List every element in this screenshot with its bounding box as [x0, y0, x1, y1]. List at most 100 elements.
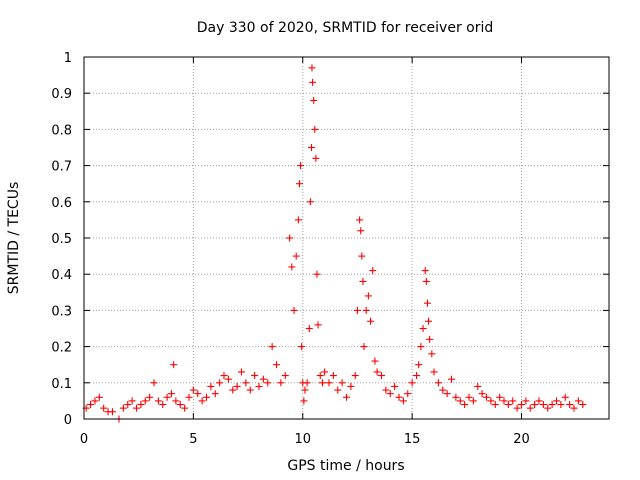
data-point	[419, 325, 427, 332]
data-point	[259, 375, 267, 383]
data-point	[238, 368, 245, 376]
data-point	[526, 404, 534, 412]
y-tick-label: 0.4	[51, 268, 72, 283]
data-point	[137, 401, 145, 409]
data-point	[504, 401, 512, 409]
data-point	[316, 372, 324, 380]
data-point	[448, 375, 455, 383]
data-point	[124, 401, 132, 409]
data-point	[300, 397, 308, 405]
y-axis-label: SRMTID / TECUs	[6, 182, 22, 295]
data-point	[469, 397, 477, 405]
data-point	[159, 401, 167, 409]
data-point	[430, 368, 438, 376]
data-point	[100, 404, 108, 412]
data-point	[417, 343, 425, 351]
y-tick-label: 0.2	[51, 341, 72, 356]
data-point	[189, 386, 197, 394]
data-point	[483, 393, 490, 401]
data-point	[362, 306, 370, 314]
data-point	[321, 368, 329, 376]
data-point	[531, 401, 539, 409]
data-point	[353, 306, 361, 314]
data-point	[347, 382, 355, 390]
data-point	[413, 372, 420, 380]
data-point	[310, 96, 318, 104]
data-point	[233, 382, 241, 390]
y-tick-label: 0.8	[51, 123, 72, 138]
data-point	[181, 404, 189, 412]
data-point	[461, 401, 469, 409]
data-point	[301, 386, 309, 394]
data-point	[185, 393, 193, 401]
data-point	[273, 361, 280, 369]
data-point	[303, 379, 311, 387]
data-point	[408, 379, 416, 387]
data-point	[496, 393, 504, 401]
data-point	[308, 64, 316, 72]
data-point	[500, 397, 508, 405]
data-point	[163, 393, 171, 401]
data-point	[428, 350, 436, 358]
data-point	[513, 404, 521, 412]
data-point	[172, 397, 180, 405]
data-point	[251, 372, 259, 380]
data-point	[570, 404, 578, 412]
data-point	[207, 382, 215, 390]
data-point	[255, 382, 263, 390]
data-point	[168, 390, 175, 398]
data-point	[553, 397, 560, 405]
data-point	[146, 393, 154, 401]
data-point	[391, 382, 399, 390]
data-point	[313, 270, 321, 278]
data-point	[465, 393, 473, 401]
data-point	[198, 397, 206, 405]
data-point	[133, 404, 140, 412]
data-point	[298, 343, 306, 351]
data-point	[478, 390, 486, 398]
data-point	[211, 390, 219, 398]
data-point	[426, 335, 434, 343]
data-point	[487, 397, 495, 405]
y-tick-label: 0.6	[51, 196, 72, 211]
data-point	[311, 125, 319, 133]
data-point	[415, 361, 423, 369]
data-point	[535, 397, 543, 405]
data-point	[119, 404, 127, 412]
data-point	[566, 401, 574, 409]
data-point	[286, 234, 294, 242]
data-point	[425, 317, 433, 325]
data-point	[522, 397, 530, 405]
data-point	[452, 393, 460, 401]
data-point	[371, 357, 379, 365]
data-point	[268, 343, 276, 351]
data-point	[264, 379, 272, 387]
data-point	[544, 404, 552, 412]
data-point	[378, 372, 385, 380]
data-point	[359, 277, 367, 285]
x-axis-label: GPS time / hours	[287, 458, 404, 474]
y-tick-label: 1	[64, 51, 72, 66]
data-point	[176, 401, 184, 409]
data-point	[360, 343, 368, 351]
data-point	[150, 379, 158, 387]
data-point	[356, 216, 364, 224]
gridlines	[84, 57, 609, 419]
data-point	[539, 401, 547, 409]
data-point	[422, 277, 430, 285]
data-point	[382, 386, 390, 394]
data-point	[367, 317, 375, 325]
data-point	[357, 227, 365, 235]
data-point	[358, 252, 366, 260]
data-point	[309, 78, 317, 86]
data-point	[108, 408, 116, 416]
data-point	[314, 321, 322, 329]
data-point	[491, 401, 499, 409]
data-point	[295, 180, 303, 188]
data-point	[87, 401, 95, 409]
x-tick-label: 5	[189, 432, 197, 447]
data-point	[579, 401, 587, 409]
tick-labels: 0 5 10 15 20 0 0.1 0.2 0.3 0.4 0.5 0.6 0.7 0.8 0.9 1	[51, 51, 529, 447]
data-point	[288, 263, 296, 271]
